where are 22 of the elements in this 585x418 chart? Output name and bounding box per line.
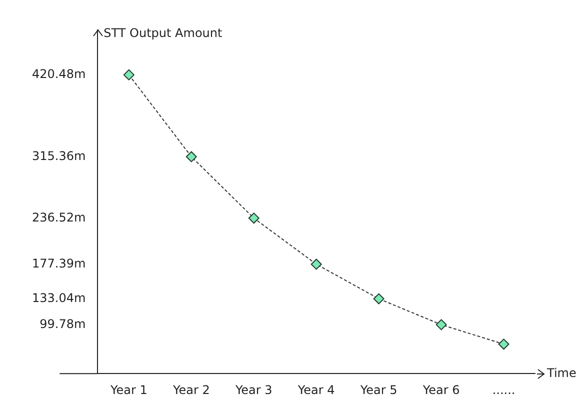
y-tick-label: 133.04m [32,290,86,305]
x-tick-label: Year 3 [234,382,272,397]
point [123,69,134,80]
y-tick-label: 99.78m [40,316,86,331]
x-tick-label: Year 6 [422,382,460,397]
y-axis-title: STT Output Amount [104,26,222,40]
y-tick-label: 177.39m [32,256,86,270]
x-tick-label: Year 5 [359,382,398,397]
point [186,151,197,162]
y-tick-label: 315.36m [32,148,86,163]
x-tick-label: Year 2 [172,382,210,397]
x-tick-label: Year 1 [109,382,148,397]
x-tick-label: ...... [492,382,516,397]
x-axis-title: Time [547,366,576,380]
point [436,319,447,330]
point [373,293,384,304]
point [248,212,260,224]
y-tick-label: 236.52m [32,210,86,224]
x-tick-label: Year 4 [296,382,335,397]
y-tick-label: 420.48m [32,66,86,81]
point [310,258,322,270]
point [498,338,510,350]
